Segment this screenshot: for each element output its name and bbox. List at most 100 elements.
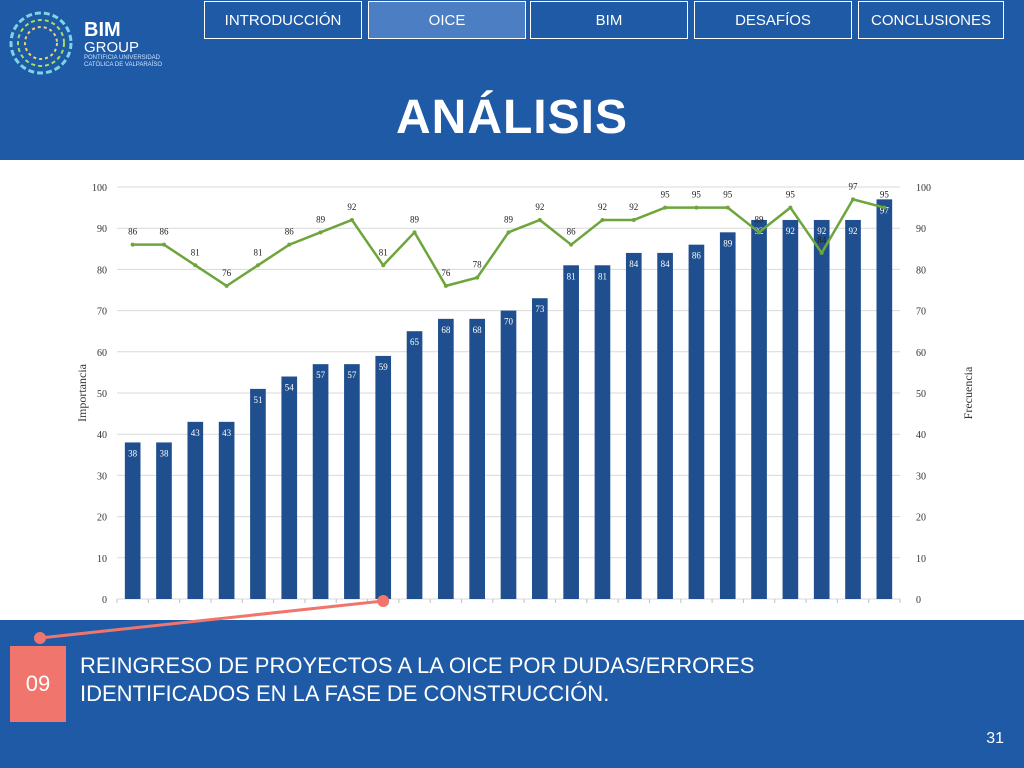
line-point [631,217,636,222]
line-value-label: 95 [692,190,702,200]
line-value-label: 89 [755,214,765,224]
bar-value-label: 73 [535,304,545,314]
line-value-label: 92 [629,202,638,212]
bar-value-label: 86 [692,251,702,261]
y2-tick-label: 100 [916,183,931,194]
bar [438,318,454,599]
line-point [757,230,762,235]
bar-value-label: 57 [347,370,357,380]
bar-value-label: 92 [817,226,826,236]
line-value-label: 81 [253,247,262,257]
tab-oice[interactable]: OICE [368,1,526,39]
line-point [318,230,323,235]
line-point [130,242,135,247]
line-value-label: 89 [316,214,326,224]
bar [563,265,579,599]
y2-tick-label: 30 [916,471,926,482]
line-point [851,197,856,202]
bar-value-label: 84 [629,259,639,269]
bar-value-label: 54 [285,383,295,393]
y-tick-label: 0 [102,595,107,606]
logo-title: BIM [84,19,121,41]
line-point [161,242,166,247]
line-value-label: 81 [191,247,200,257]
bar [218,421,235,599]
line-value-label: 97 [849,181,859,191]
tab-bim[interactable]: BIM [530,1,688,39]
y2-tick-label: 10 [916,554,926,565]
line-value-label: 86 [567,227,577,237]
chart-panel: 0 0 10 10 20 20 30 30 40 40 50 50 60 60 70 70 80 80 90 90 10… [0,160,1024,620]
logo-subtitle: GROUP [84,39,140,56]
bar [531,298,548,599]
line-value-label: 95 [661,190,671,200]
bar-value-label: 43 [222,428,232,438]
bar [250,388,266,599]
bar-value-label: 65 [410,337,420,347]
line-value-label: 84 [817,235,827,245]
tab-conclusiones[interactable]: CONCLUSIONES [858,1,1004,39]
bar-value-label: 70 [504,317,514,327]
y2-tick-label: 40 [916,430,926,441]
line-value-label: 95 [786,190,796,200]
bar-value-label: 68 [441,325,451,335]
y-tick-label: 20 [97,513,107,524]
line-point [694,205,699,210]
line-point [788,205,793,210]
bar [751,219,767,599]
bar-value-label: 59 [379,362,389,372]
bar-value-label: 89 [723,238,733,248]
line-point [255,263,260,268]
bar [845,219,861,599]
y2-tick-label: 50 [916,389,926,400]
line-value-label: 92 [598,202,607,212]
bar-value-label: 57 [316,370,326,380]
bar [657,252,673,600]
logo-ring-icon [9,11,73,75]
y2-tick-label: 70 [916,307,926,318]
line-point [882,205,887,210]
y-tick-label: 80 [97,265,107,276]
bar [156,442,172,599]
line-point [600,217,605,222]
bar [782,219,799,599]
bar-value-label: 92 [849,226,858,236]
line-value-label: 81 [379,247,388,257]
section-nav: INTRODUCCIÓN OICE BIM DESAFÍOS CONCLUSIO… [204,1,1024,41]
tab-introduccion[interactable]: INTRODUCCIÓN [204,1,362,39]
page-number: 31 [986,730,1004,747]
y2-tick-label: 80 [916,265,926,276]
y-tick-label: 70 [97,307,107,318]
line-value-label: 95 [880,190,890,200]
page-title: ANÁLISIS [395,91,628,144]
bar-value-label: 38 [128,448,138,458]
bar-value-label: 97 [880,205,890,215]
tab-desafios[interactable]: DESAFÍOS [694,1,852,39]
y2-tick-label: 0 [916,595,921,606]
line-value-label: 86 [159,227,169,237]
y2-axis-label: Frecuencia [961,366,975,419]
bar [625,252,642,600]
line-point [663,205,668,210]
line-point [537,217,542,222]
bar-value-label: 38 [159,448,169,458]
bar-value-label: 51 [253,395,262,405]
bar [406,331,423,599]
line-point [506,230,511,235]
bar [500,310,517,599]
bar [719,232,736,599]
bar-value-label: 92 [786,226,795,236]
bar [469,318,486,599]
y-tick-label: 100 [92,183,107,194]
bar [813,219,830,599]
callout-end-dot [377,595,390,607]
y-tick-label: 60 [97,348,107,359]
y-tick-label: 40 [97,430,107,441]
line-point [443,283,448,288]
line-value-label: 92 [535,202,544,212]
bar [876,199,893,600]
line-point [381,263,386,268]
line-point [819,250,824,255]
callout-line [39,599,384,640]
